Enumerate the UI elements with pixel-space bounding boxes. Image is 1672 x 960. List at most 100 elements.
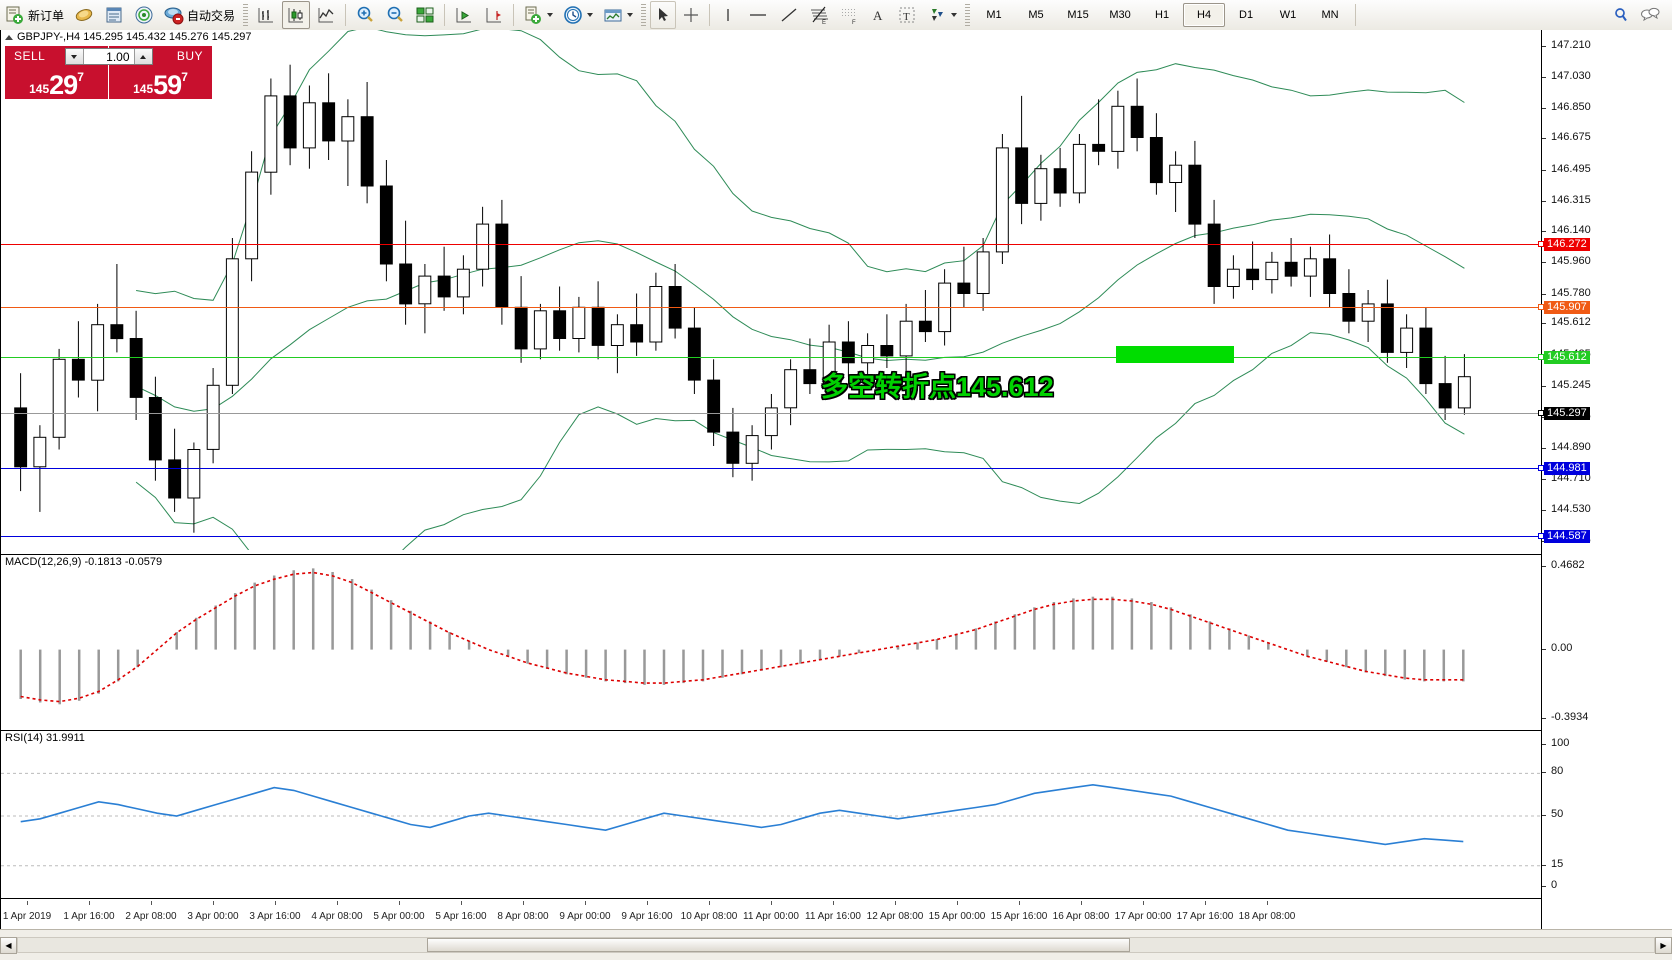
price-level-label[interactable]: 144.981 [1538,462,1590,475]
time-label: 3 Apr 00:00 [187,911,239,922]
navigator-button[interactable] [130,1,158,29]
time-label: 5 Apr 16:00 [435,911,487,922]
vertical-line-button[interactable] [715,1,741,29]
scrollbar-track[interactable] [17,937,1655,953]
text-button[interactable]: A [865,1,891,29]
time-label: 15 Apr 00:00 [928,911,986,922]
volume-increase-button[interactable] [133,49,152,64]
chat-button[interactable] [1636,1,1664,29]
objects-button[interactable] [923,1,961,29]
indicators-button[interactable] [519,1,557,29]
time-label: 5 Apr 00:00 [373,911,425,922]
vertical-line-icon [719,6,737,24]
data-window-button[interactable] [100,1,128,29]
toolbar-separator-4 [709,4,711,26]
cursor-button[interactable] [650,1,677,29]
hline-support-2[interactable] [1,536,1541,537]
rsi-chart-svg [1,772,1541,867]
timeframe-m15[interactable]: M15 [1067,9,1089,21]
price-level-label[interactable]: 144.587 [1538,530,1590,543]
chart-canvas[interactable]: GBPJPY-,H4 145.295 145.432 145.276 145.2… [0,30,1672,929]
crosshair-button[interactable] [678,1,704,29]
macd-pane[interactable]: MACD(12,26,9) -0.1813 -0.0579 [1,554,1541,727]
period-button[interactable] [559,1,597,29]
zoom-out-button[interactable] [381,1,409,29]
scroll-to-end-button[interactable] [450,1,478,29]
hline-resistance-1[interactable] [1,244,1541,245]
price-pane[interactable] [1,30,1541,550]
time-axis[interactable]: 1 Apr 2019 1 Apr 16:00 2 Apr 08:00 3 Apr 00… [1,898,1541,929]
buy-price-prefix: 145 [133,82,154,96]
tile-windows-icon [415,5,435,25]
pivot-annotation[interactable]: 多空转折点145.612 [821,372,1054,402]
scrollbar-thumb[interactable] [427,938,1131,952]
chevron-down-icon[interactable] [547,13,554,17]
pivot-zone-rectangle[interactable] [1116,346,1234,363]
horizontal-line-button[interactable] [743,1,773,29]
trendline-button[interactable] [775,1,803,29]
time-label: 3 Apr 16:00 [249,911,301,922]
chart-shift-button[interactable] [480,1,508,29]
bar-chart-button[interactable] [252,1,280,29]
price-level-label[interactable]: 145.907 [1538,301,1590,314]
strategy-tester-button[interactable]: 自动交易 [160,1,239,29]
candlestick-button[interactable] [282,1,311,29]
svg-text:T: T [903,11,910,23]
rsi-label: RSI(14) 31.9911 [5,732,85,744]
line-chart-button[interactable] [312,1,340,29]
time-label: 17 Apr 16:00 [1176,911,1234,922]
scroll-left-button[interactable]: ◀ [0,936,17,954]
price-level-label[interactable]: 145.297 [1538,407,1590,420]
price-level-label[interactable]: 146.272 [1538,238,1590,251]
candlestick-icon [286,5,306,25]
buy-button[interactable]: BUY [176,49,203,63]
hline-pivot[interactable] [1,357,1541,358]
volume-stepper[interactable]: 1.00 [64,48,153,65]
chevron-down-icon-4[interactable] [951,13,958,17]
toolbar-separator-5 [1355,4,1357,26]
price-scale[interactable]: 147.210 147.030 146.850 146.675 146.495 146.3… [1538,30,1672,929]
volume-decrease-button[interactable] [65,49,84,64]
time-tick [27,901,28,905]
time-tick [833,901,834,905]
hline-support-1[interactable] [1,468,1541,469]
rsi-pane[interactable]: RSI(14) 31.9911 [1,730,1541,899]
timeframe-h4[interactable]: H4 [1183,3,1226,27]
timeframe-m5[interactable]: M5 [1028,9,1044,21]
timeframe-w1[interactable]: W1 [1279,9,1297,21]
timeframe-m30[interactable]: M30 [1109,9,1131,21]
search-button[interactable] [1608,1,1634,29]
time-tick [151,901,152,905]
scroll-right-button[interactable]: ▶ [1655,936,1672,954]
buy-panel[interactable]: BUY 145 59 7 [109,46,212,99]
time-label: 12 Apr 08:00 [866,911,924,922]
sell-panel[interactable]: SELL 145 29 7 [5,46,108,99]
toolbar-grip[interactable] [243,4,249,26]
time-label: 9 Apr 16:00 [621,911,673,922]
sell-button[interactable]: SELL [14,49,46,63]
text-label-button[interactable]: T [893,1,921,29]
expert-advisors-button[interactable] [70,1,98,29]
timeframe-h1[interactable]: H1 [1155,9,1170,21]
fibo-fan-button[interactable]: F [835,1,863,29]
chevron-down-icon-3[interactable] [627,13,634,17]
toolbar-grip-2[interactable] [641,4,647,26]
one-click-trading-panel[interactable]: SELL 145 29 7 BUY 145 59 7 [5,46,212,99]
time-tick [1143,901,1144,905]
time-tick [523,901,524,905]
tile-windows-button[interactable] [411,1,439,29]
timeframe-m1[interactable]: M1 [986,9,1002,21]
price-level-label[interactable]: 145.612 [1538,351,1590,364]
time-label: 18 Apr 08:00 [1238,911,1296,922]
horizontal-scrollbar[interactable]: ◀ ▶ [0,929,1672,960]
timeframe-d1[interactable]: D1 [1239,9,1254,21]
new-order-button[interactable]: 新订单 [1,1,68,29]
fibo-button[interactable]: E [805,1,833,29]
toolbar-grip-3[interactable] [965,4,971,26]
hline-resistance-2[interactable] [1,307,1541,308]
zoom-in-button[interactable] [351,1,379,29]
chevron-down-icon-2[interactable] [587,13,594,17]
volume-value[interactable]: 1.00 [106,49,130,64]
timeframe-mn[interactable]: MN [1321,9,1339,21]
templates-button[interactable] [599,1,637,29]
